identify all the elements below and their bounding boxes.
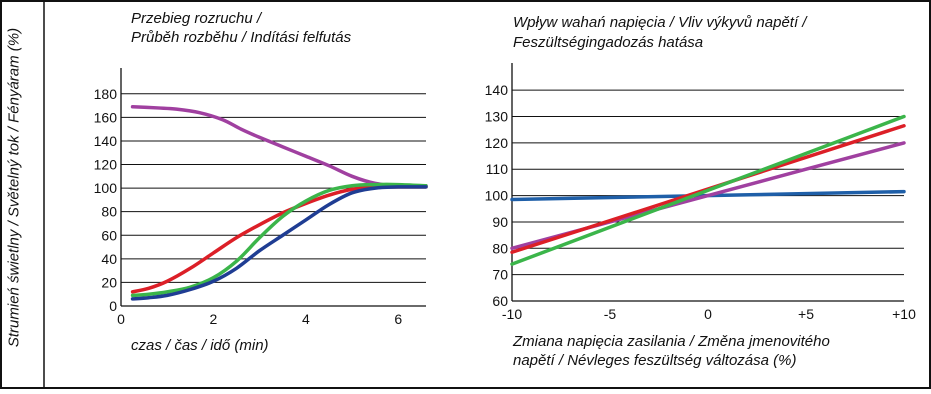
left-chart-x-tick-label: 0 bbox=[117, 311, 125, 327]
left-chart-y-tick-label: 20 bbox=[101, 274, 117, 290]
right-chart-title-line-2: Feszültségingadozás hatása bbox=[513, 34, 704, 51]
left-chart-y-tick-label: 0 bbox=[109, 298, 117, 314]
left-chart-y-tick-label: 60 bbox=[101, 227, 117, 243]
left-chart-x-tick-label: 4 bbox=[302, 311, 310, 327]
right-chart-y-tick-label: 140 bbox=[485, 82, 509, 98]
right-chart-y-tick-label: 70 bbox=[492, 267, 508, 283]
left-chart-x-tick-label: 6 bbox=[394, 311, 402, 327]
left-chart-y-tick-label: 80 bbox=[101, 204, 117, 220]
right-chart-y-tick-label: 60 bbox=[492, 293, 508, 309]
right-chart-x-tick-label: +10 bbox=[892, 306, 916, 322]
left-chart-y-tick-label: 140 bbox=[94, 133, 118, 149]
left-chart-y-tick-label: 160 bbox=[94, 109, 118, 125]
right-chart-x-tick-label: 0 bbox=[704, 306, 712, 322]
right-chart-x-axis-label-line-2: napětí / Névleges feszültség változása (… bbox=[513, 352, 797, 369]
right-chart-y-tick-label: 110 bbox=[486, 161, 509, 177]
right-chart-y-tick-label: 100 bbox=[485, 188, 509, 204]
left-chart-x-tick-label: 2 bbox=[210, 311, 218, 327]
right-chart-y-tick-label: 80 bbox=[492, 240, 508, 256]
left-chart-y-tick-label: 120 bbox=[94, 157, 118, 173]
left-chart-y-tick-label: 40 bbox=[101, 251, 117, 267]
right-chart-x-tick-label: -10 bbox=[502, 306, 522, 322]
left-chart-y-tick-label: 180 bbox=[94, 86, 118, 102]
right-chart-x-tick-label: +5 bbox=[798, 306, 814, 322]
left-chart-y-tick-label: 100 bbox=[94, 180, 118, 196]
left-chart-title-line-1: Przebieg rozruchu / bbox=[131, 10, 262, 27]
right-chart-y-tick-label: 130 bbox=[485, 109, 509, 125]
right-chart-title-line-1: Wpływ wahań napięcia / Vliv výkyvů napět… bbox=[513, 14, 807, 31]
right-chart-y-tick-label: 90 bbox=[492, 214, 508, 230]
left-chart-series-line-4 bbox=[130, 185, 428, 301]
left-chart-series-line-3 bbox=[130, 182, 428, 298]
left-chart-x-axis-label: czas / čas / idő (min) bbox=[131, 337, 269, 354]
right-chart-series-line-4 bbox=[510, 114, 906, 266]
right-chart-x-axis-label-line-1: Zmiana napięcia zasilania / Změna jmenov… bbox=[513, 333, 830, 350]
left-chart-title-line-2: Průběh rozběhu / Indítási felfutás bbox=[131, 29, 352, 46]
right-chart-x-tick-label: -5 bbox=[604, 306, 617, 322]
right-chart-y-tick-label: 120 bbox=[485, 135, 509, 151]
